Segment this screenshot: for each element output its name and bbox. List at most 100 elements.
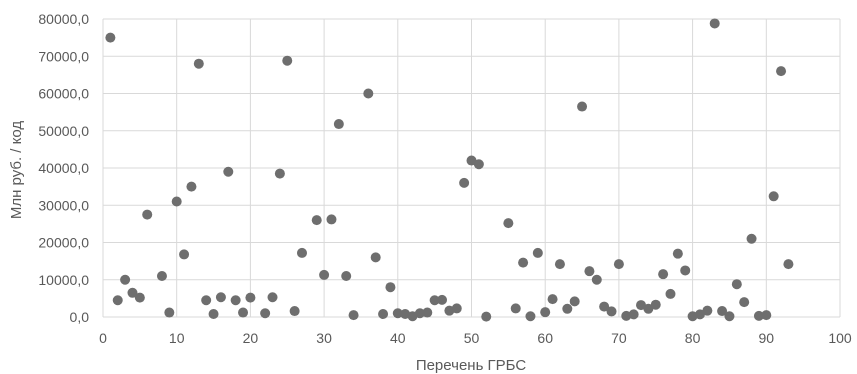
data-point bbox=[186, 181, 197, 192]
y-tick-label: 20000,0 bbox=[38, 235, 89, 251]
data-point bbox=[739, 297, 750, 308]
data-point bbox=[156, 271, 167, 282]
data-point bbox=[245, 292, 256, 303]
data-point bbox=[569, 296, 580, 307]
x-tick-label: 20 bbox=[243, 330, 259, 346]
data-point bbox=[702, 305, 713, 316]
data-point bbox=[289, 306, 300, 317]
data-point bbox=[179, 249, 190, 260]
data-point bbox=[260, 308, 271, 319]
data-point bbox=[776, 66, 787, 77]
data-point bbox=[628, 309, 639, 320]
data-point bbox=[473, 159, 484, 170]
data-point bbox=[363, 88, 374, 99]
data-point bbox=[761, 310, 772, 321]
y-tick-label: 10000,0 bbox=[38, 272, 89, 288]
data-point bbox=[414, 308, 425, 319]
data-point bbox=[599, 301, 610, 312]
data-point bbox=[348, 310, 359, 321]
data-point bbox=[437, 294, 448, 305]
data-point bbox=[120, 274, 131, 285]
data-point bbox=[547, 294, 558, 305]
data-point bbox=[378, 309, 389, 320]
x-tick-label: 100 bbox=[828, 330, 852, 346]
data-point bbox=[518, 257, 529, 268]
data-point bbox=[164, 307, 175, 318]
data-point bbox=[540, 307, 551, 318]
data-point bbox=[709, 18, 720, 29]
data-point bbox=[134, 292, 145, 303]
data-point bbox=[171, 196, 182, 207]
data-point bbox=[650, 299, 661, 310]
data-point bbox=[215, 292, 226, 303]
data-point bbox=[466, 155, 477, 166]
data-point bbox=[422, 307, 433, 318]
data-point bbox=[606, 306, 617, 317]
data-point bbox=[370, 252, 381, 263]
data-point bbox=[577, 101, 588, 112]
data-point bbox=[717, 306, 728, 317]
y-tick-label: 60000,0 bbox=[38, 86, 89, 102]
data-point bbox=[127, 287, 138, 298]
data-point bbox=[193, 58, 204, 69]
data-point bbox=[142, 209, 153, 220]
x-tick-label: 50 bbox=[464, 330, 480, 346]
data-point bbox=[326, 214, 337, 225]
y-tick-label: 80000,0 bbox=[38, 11, 89, 27]
data-point bbox=[665, 288, 676, 299]
data-point bbox=[481, 311, 492, 322]
data-point bbox=[105, 32, 116, 43]
x-tick-label: 0 bbox=[99, 330, 107, 346]
data-point bbox=[584, 266, 595, 277]
data-point bbox=[230, 295, 241, 306]
data-point bbox=[783, 259, 794, 270]
data-point bbox=[201, 295, 212, 306]
x-tick-labels: 0 10 20 30 40 50 60 70 80 90 100 bbox=[99, 330, 852, 346]
data-point bbox=[282, 55, 293, 66]
data-point bbox=[613, 259, 624, 270]
data-point bbox=[296, 247, 307, 258]
x-tick-label: 40 bbox=[390, 330, 406, 346]
y-tick-label: 30000,0 bbox=[38, 197, 89, 213]
data-point bbox=[392, 308, 403, 319]
data-point bbox=[746, 233, 757, 244]
data-point bbox=[503, 218, 514, 229]
data-point bbox=[333, 119, 344, 130]
data-point bbox=[341, 271, 352, 282]
y-axis-title: Млн руб. / код bbox=[8, 121, 25, 220]
y-tick-label: 50000,0 bbox=[38, 123, 89, 139]
data-point bbox=[680, 265, 691, 276]
x-axis-title: Перечень ГРБС bbox=[416, 357, 527, 374]
data-point bbox=[636, 300, 647, 311]
data-point bbox=[319, 269, 330, 280]
data-point bbox=[267, 292, 278, 303]
data-point bbox=[562, 303, 573, 314]
data-point bbox=[385, 282, 396, 293]
data-point bbox=[643, 303, 654, 314]
data-point bbox=[223, 166, 234, 177]
x-tick-label: 70 bbox=[611, 330, 627, 346]
x-tick-label: 80 bbox=[685, 330, 701, 346]
gridlines bbox=[102, 18, 841, 318]
data-point bbox=[532, 247, 543, 258]
data-points bbox=[105, 18, 794, 322]
data-point bbox=[591, 274, 602, 285]
data-point bbox=[731, 279, 742, 290]
data-point bbox=[208, 309, 219, 320]
x-tick-label: 30 bbox=[316, 330, 332, 346]
data-point bbox=[451, 303, 462, 314]
data-point bbox=[311, 215, 322, 226]
y-tick-label: 40000,0 bbox=[38, 160, 89, 176]
data-point bbox=[768, 191, 779, 202]
y-tick-labels: 0,0 10000,0 20000,0 30000,0 40000,0 50000,0 60… bbox=[38, 11, 89, 325]
y-tick-label: 70000,0 bbox=[38, 48, 89, 64]
data-point bbox=[753, 310, 764, 321]
data-point bbox=[459, 177, 470, 188]
data-point bbox=[694, 309, 705, 320]
data-point bbox=[274, 168, 285, 179]
y-tick-label: 0,0 bbox=[70, 309, 90, 325]
data-point bbox=[238, 307, 249, 318]
x-tick-label: 60 bbox=[537, 330, 553, 346]
x-tick-label: 10 bbox=[169, 330, 185, 346]
